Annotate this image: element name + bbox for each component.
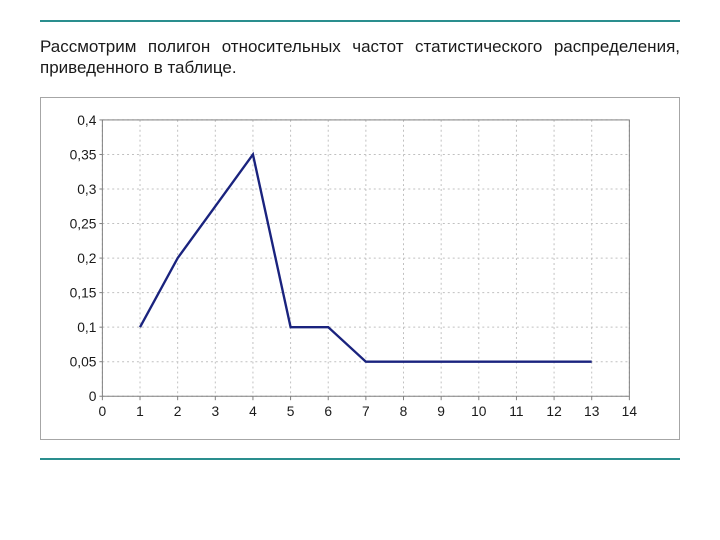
svg-text:6: 6 <box>324 402 332 418</box>
svg-text:9: 9 <box>437 402 445 418</box>
svg-text:2: 2 <box>174 402 182 418</box>
svg-text:4: 4 <box>249 402 257 418</box>
top-rule <box>40 20 680 22</box>
svg-text:13: 13 <box>584 402 600 418</box>
chart-content: 00,050,10,150,20,250,30,350,401234567891… <box>70 114 638 419</box>
svg-text:11: 11 <box>509 402 523 418</box>
svg-text:5: 5 <box>287 402 295 418</box>
svg-text:7: 7 <box>362 402 370 418</box>
svg-text:0: 0 <box>89 388 97 404</box>
spacer <box>40 440 680 458</box>
svg-text:1: 1 <box>136 402 144 418</box>
svg-text:0,2: 0,2 <box>77 250 96 266</box>
svg-text:0,1: 0,1 <box>77 319 96 335</box>
svg-text:8: 8 <box>400 402 408 418</box>
svg-text:14: 14 <box>622 402 638 418</box>
bottom-rule <box>40 458 680 460</box>
frequency-polygon-chart: 00,050,10,150,20,250,30,350,401234567891… <box>55 114 657 430</box>
caption-text: Рассмотрим полигон относительных частот … <box>40 36 680 79</box>
page-root: Рассмотрим полигон относительных частот … <box>0 0 720 540</box>
svg-text:3: 3 <box>211 402 219 418</box>
svg-text:0,35: 0,35 <box>70 146 97 162</box>
svg-text:0: 0 <box>99 402 107 418</box>
svg-text:0,25: 0,25 <box>70 215 97 231</box>
svg-text:12: 12 <box>546 402 561 418</box>
svg-text:0,4: 0,4 <box>77 114 97 128</box>
svg-text:0,15: 0,15 <box>70 284 97 300</box>
svg-text:0,05: 0,05 <box>70 353 97 369</box>
chart-frame: 00,050,10,150,20,250,30,350,401234567891… <box>40 97 680 441</box>
svg-text:10: 10 <box>471 402 487 418</box>
svg-text:0,3: 0,3 <box>77 180 97 196</box>
